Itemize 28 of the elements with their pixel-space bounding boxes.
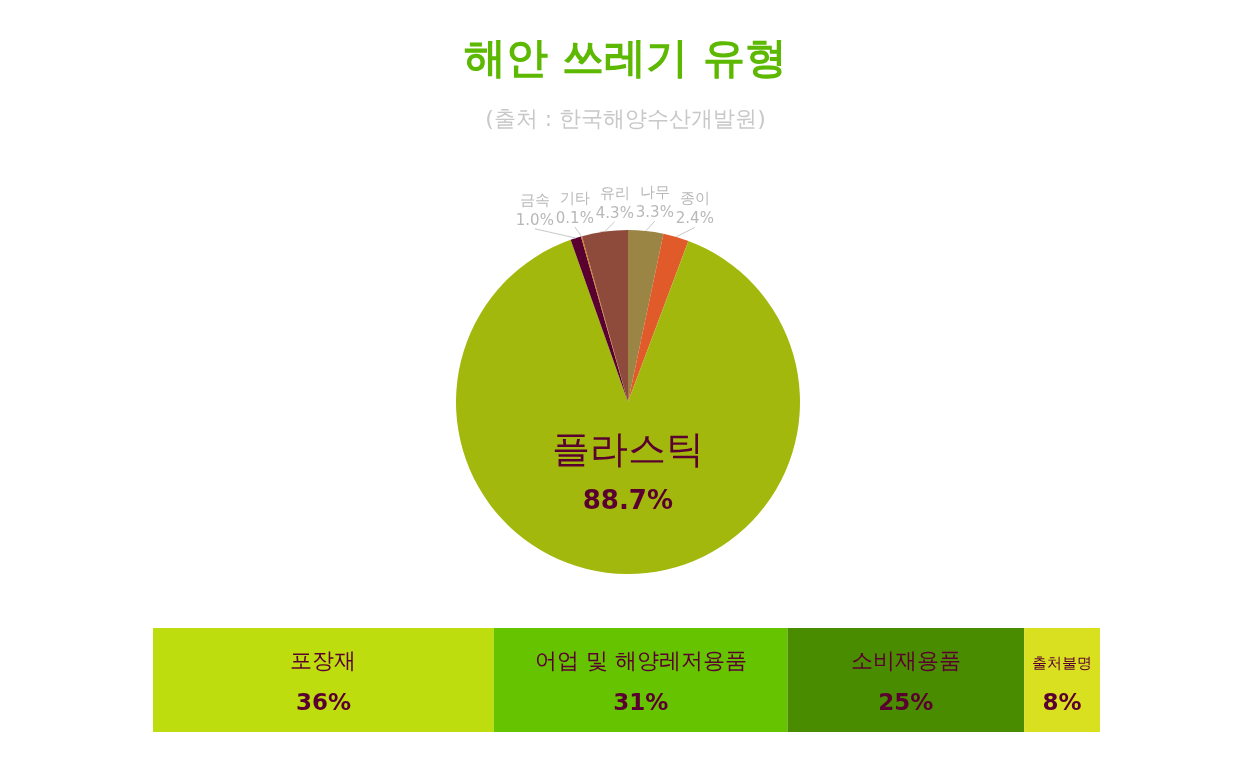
data-label: 88.7% [582, 484, 673, 515]
data-label: 36% [295, 689, 351, 715]
series-label: 소비재용품 [850, 648, 961, 673]
data-label: 3.3% [635, 203, 674, 221]
data-label: 2.4% [675, 209, 714, 228]
bar [787, 628, 1025, 732]
data-label: 8% [1042, 689, 1082, 715]
data-label: 4.3% [595, 203, 634, 222]
slice-label: 플라스틱 [551, 426, 704, 471]
data-label: 0.1% [555, 208, 594, 227]
data-label: 1.0% [515, 210, 554, 229]
bar [493, 628, 788, 732]
pie-slice [628, 233, 689, 402]
series-label: 포장재 [290, 648, 357, 673]
pie-slice [628, 230, 664, 402]
chart-title: 해안 쓰레기 유형 [463, 33, 788, 82]
slice-label: 나무 [639, 183, 670, 201]
slice-label: 유리 [599, 183, 630, 202]
bar [153, 628, 494, 732]
series-label: 어업 및 해양레저용품 [534, 648, 747, 673]
data-label: 25% [878, 689, 934, 715]
data-label: 31% [613, 689, 669, 715]
pie-slice [456, 239, 800, 574]
slice-label: 종이 [679, 189, 710, 208]
pie-slice [570, 236, 628, 402]
series-label: 출처불명 [1032, 654, 1093, 672]
slice-label: 기타 [559, 188, 590, 207]
slice-label: 금속 [519, 190, 550, 209]
